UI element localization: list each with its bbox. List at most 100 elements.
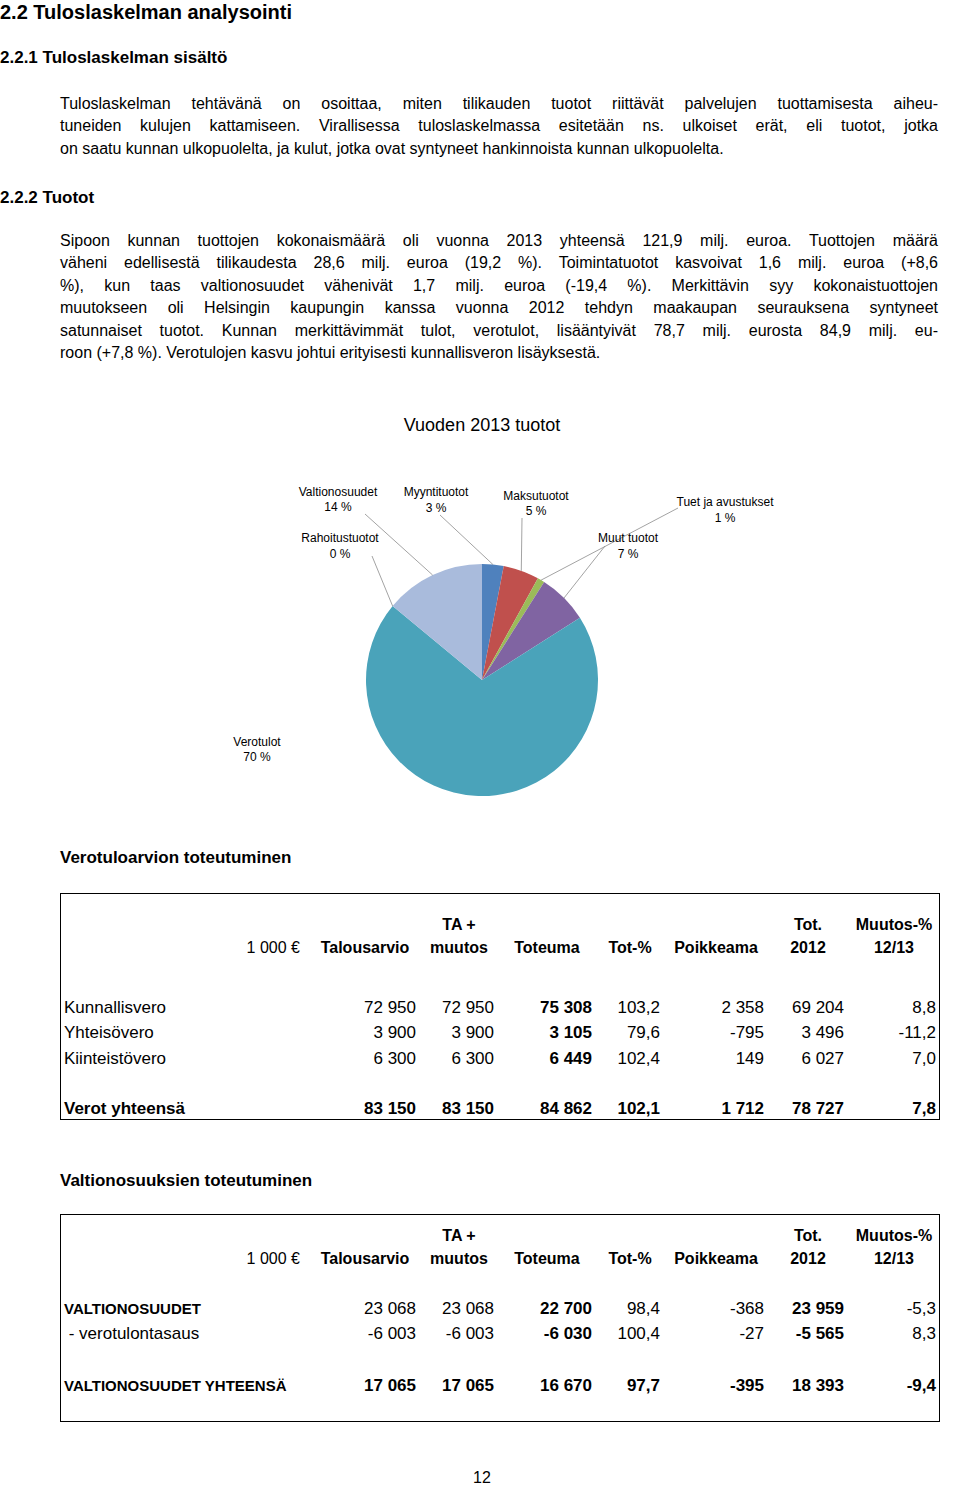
- leader-line: [564, 546, 605, 598]
- subheading: 2.2.2 Tuotot: [0, 189, 94, 206]
- paragraph-line: satunnaiset tuotot. Kunnan merkittävimmä…: [60, 323, 938, 339]
- slice-value: 14 %: [0, 501, 960, 513]
- leader-line: [521, 518, 523, 571]
- table-cell: 3 900: [0, 1024, 494, 1041]
- table-cell: 7,0: [0, 1050, 936, 1067]
- table-cell: -5,3: [0, 1300, 936, 1317]
- paragraph-line: roon (+7,8 %). Verotulojen kasvu johtui …: [60, 345, 600, 361]
- table-cell: -11,2: [0, 1024, 936, 1041]
- table-cell: 100,4: [0, 1325, 660, 1342]
- slice-label: Valtionosuudet: [0, 486, 960, 498]
- leader-line: [372, 556, 393, 606]
- chart-title: Vuoden 2013 tuotot: [0, 416, 960, 434]
- table-cell: 75 308: [0, 999, 592, 1016]
- table-cell: 3 105: [0, 1024, 592, 1041]
- table-cell: 23 068: [0, 1300, 494, 1317]
- table-cell: 6 027: [0, 1050, 844, 1067]
- table-cell: 7,8: [0, 1100, 936, 1117]
- slice-value: 1 %: [0, 512, 960, 524]
- table-cell: -395: [0, 1377, 764, 1394]
- slice-label: Rahoitustuotot: [0, 532, 960, 544]
- paragraph-line: Sipoon kunnan tuottojen kokonaismäärä ol…: [60, 233, 938, 249]
- table-cell: 102,4: [0, 1050, 660, 1067]
- table-title: Valtionosuuksien toteutuminen: [60, 1172, 312, 1189]
- slice-value: 7 %: [0, 548, 960, 560]
- table-title: Verotuloarvion toteutuminen: [60, 849, 291, 866]
- table-cell: 2 358: [0, 999, 764, 1016]
- table-cell: 72 950: [0, 999, 416, 1016]
- table-cell: 84 862: [0, 1100, 592, 1117]
- table-header: Muutos-%: [0, 1228, 960, 1244]
- table-header: Tot.: [0, 1228, 960, 1244]
- table-cell: -368: [0, 1300, 764, 1317]
- slice-value: 70 %: [0, 751, 960, 763]
- paragraph-line: on saatu kunnan ulkopuolelta, ja kulut, …: [60, 141, 724, 157]
- table-header: Tot.: [0, 917, 960, 933]
- table-cell: -27: [0, 1325, 764, 1342]
- row-label: Kiinteistövero: [64, 1050, 166, 1067]
- table-cell: 6 300: [0, 1050, 416, 1067]
- slice-value: 5 %: [0, 505, 960, 517]
- slice-value: 0 %: [0, 548, 960, 560]
- page-number: 12: [0, 1470, 960, 1486]
- table-cell: 18 393: [0, 1377, 844, 1394]
- paragraph-line: väheni edellisestä tilikaudesta 28,6 mil…: [60, 255, 938, 271]
- leader-line: [440, 515, 493, 565]
- subheading: 2.2.1 Tuloslaskelman sisältö: [0, 49, 227, 66]
- table-cell: -9,4: [0, 1377, 936, 1394]
- page: 2.2 Tuloslaskelman analysointi 2.2.1 Tulo…: [0, 0, 960, 1488]
- table-cell: 149: [0, 1050, 764, 1067]
- table-cell: -6 003: [0, 1325, 494, 1342]
- table-cell: 17 065: [0, 1377, 416, 1394]
- table-cell: 22 700: [0, 1300, 592, 1317]
- leader-line: [541, 508, 678, 580]
- table-cell: 17 065: [0, 1377, 494, 1394]
- table-cell: 102,1: [0, 1100, 660, 1117]
- table-cell: -6 003: [0, 1325, 416, 1342]
- row-label: Kunnallisvero: [64, 999, 166, 1016]
- slice-label: Tuet ja avustukset: [0, 496, 960, 508]
- table-header: 12/13: [0, 1251, 960, 1267]
- table-cell: 78 727: [0, 1100, 844, 1117]
- table-cell: 83 150: [0, 1100, 494, 1117]
- paragraph-line: Tuloslaskelman tehtävänä on osoittaa, mi…: [60, 96, 938, 112]
- paragraph-line: %), kun taas valtionosuudet vähenivät 1,…: [60, 278, 938, 294]
- table-cell: 23 068: [0, 1300, 416, 1317]
- table-cell: -5 565: [0, 1325, 844, 1342]
- table-cell: 79,6: [0, 1024, 660, 1041]
- leader-line: [365, 514, 433, 575]
- table-header: 1 000 €: [0, 1251, 300, 1267]
- table-cell: 3 900: [0, 1024, 416, 1041]
- row-label: Yhteisövero: [64, 1024, 154, 1041]
- table-cell: 3 496: [0, 1024, 844, 1041]
- table-cell: 16 670: [0, 1377, 592, 1394]
- table-cell: 6 300: [0, 1050, 494, 1067]
- table-cell: 97,7: [0, 1377, 660, 1394]
- paragraph-line: tuneiden kulujen kattamiseen. Virallises…: [60, 118, 938, 134]
- table-header: Muutos-%: [0, 917, 960, 933]
- row-label: - verotulontasaus: [64, 1325, 199, 1342]
- table-cell: 72 950: [0, 999, 494, 1016]
- table-cell: 1 712: [0, 1100, 764, 1117]
- table-cell: 98,4: [0, 1300, 660, 1317]
- slice-label: Muut tuotot: [0, 532, 960, 544]
- table-cell: -6 030: [0, 1325, 592, 1342]
- row-label: Verot yhteensä: [64, 1100, 185, 1117]
- row-label: VALTIONOSUUDET: [64, 1301, 201, 1316]
- table-header: 12/13: [0, 940, 960, 956]
- table-cell: 6 449: [0, 1050, 592, 1067]
- table-cell: 83 150: [0, 1100, 416, 1117]
- paragraph-line: muutokseen oli Helsingin kaupungin kanss…: [60, 300, 938, 316]
- heading: 2.2 Tuloslaskelman analysointi: [0, 2, 292, 22]
- table-cell: 69 204: [0, 999, 844, 1016]
- table-header: 2012: [0, 1251, 960, 1267]
- table-cell: 8,3: [0, 1325, 936, 1342]
- slice-value: 3 %: [0, 502, 960, 514]
- row-label: VALTIONOSUUDET YHTEENSÄ: [64, 1378, 287, 1393]
- table-header: 1 000 €: [0, 940, 300, 956]
- table-cell: -795: [0, 1024, 764, 1041]
- pie-slice: [393, 564, 482, 680]
- table-header: 2012: [0, 940, 960, 956]
- slice-label: Maksutuotot: [0, 490, 960, 502]
- slice-label: Myyntituotot: [0, 486, 960, 498]
